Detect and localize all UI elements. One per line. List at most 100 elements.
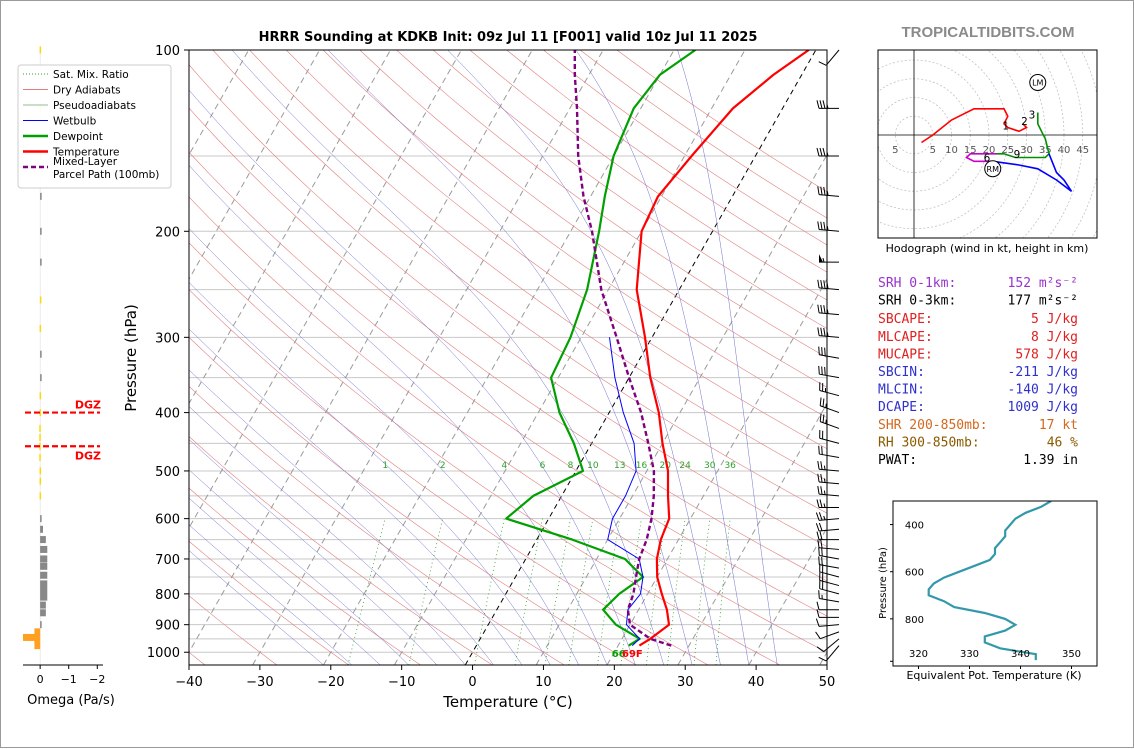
omega-bar [40, 563, 47, 570]
series-dewpoint [506, 50, 695, 646]
wind-barb-full [825, 367, 826, 375]
isotherm [465, 50, 816, 665]
theta-e-y-tick-label: 600 [905, 568, 924, 579]
mixing-ratio-label: 30 [704, 461, 716, 471]
index-label: SRH 0-3km: [878, 294, 956, 309]
wind-barb-full [820, 100, 822, 108]
hodograph-ring-label: 5 [930, 145, 936, 156]
wind-barb-full [816, 619, 819, 627]
wind-barb-staff [820, 391, 839, 396]
omega-bar [40, 594, 47, 601]
wind-barb-half [824, 504, 825, 508]
wind-barb-full [818, 486, 819, 494]
wind-barb-half [827, 226, 828, 230]
wind-barb-half [827, 191, 828, 195]
wind-barb-full [819, 366, 820, 374]
x-tick-label: 20 [606, 675, 623, 690]
omega-tick-label: −2 [89, 673, 105, 686]
mixing-ratio-label: 24 [679, 461, 691, 471]
legend-label: Pseudoadiabats [53, 100, 136, 112]
wind-barb-full [819, 556, 820, 564]
hodograph-ring-label: 5 [892, 145, 898, 156]
watermark: TROPICALTIDBITS.COM [901, 24, 1074, 41]
omega-bar [40, 602, 46, 609]
wind-barb-full [816, 523, 819, 531]
wind-barb-full [821, 474, 822, 482]
y-tick-label: 700 [155, 553, 180, 568]
legend-label: Dewpoint [53, 131, 103, 143]
pseudoadiabat [576, 50, 749, 665]
index-value: 17 kt [1039, 418, 1078, 433]
index-label: MLCAPE: [878, 330, 933, 345]
dry-adiabat [66, 50, 852, 665]
index-value: 1.39 in [1023, 453, 1078, 468]
hodograph-ring-label: 10 [945, 145, 958, 156]
theta-e-y-tick-label: 800 [905, 615, 924, 626]
dry-adiabat [140, 50, 996, 665]
wind-barb-full [817, 500, 819, 508]
index-value: 8 J/kg [1031, 330, 1078, 345]
omega-bar [40, 351, 42, 358]
wind-barb-full [820, 500, 822, 508]
index-value: 1009 J/kg [1008, 400, 1078, 415]
mixing-ratio-label: 1 [382, 461, 388, 471]
omega-bar [40, 467, 42, 474]
dgz-label: DGZ [75, 449, 101, 462]
index-label: RH 300-850mb: [878, 435, 980, 450]
wind-barb-full [818, 540, 819, 548]
wind-barb-full [819, 62, 826, 66]
wind-barb-staff [824, 639, 839, 652]
y-tick-label: 900 [155, 619, 180, 634]
y-tick-label: 100 [155, 44, 180, 59]
omega-bar [40, 47, 42, 54]
dry-adiabat [286, 50, 1134, 665]
dry-adiabat [323, 50, 1134, 665]
wind-barb-full [817, 148, 819, 156]
skew-t-ylabel: Pressure (hPa) [122, 304, 140, 412]
y-tick-label: 1000 [147, 646, 180, 661]
x-tick-label: 50 [819, 675, 836, 690]
wind-barb-full [818, 461, 819, 469]
hodograph-ring-label: 40 [1058, 145, 1071, 156]
wind-barb-staff [820, 632, 839, 639]
mixing-ratio-line [694, 519, 710, 665]
y-tick-label: 200 [155, 225, 180, 240]
wind-barb-full [821, 187, 822, 195]
index-label: SBCIN: [878, 365, 925, 380]
wind-barb-full [819, 590, 820, 598]
storm-motion-label: LM [1032, 79, 1043, 88]
wind-barb-half [827, 332, 828, 336]
omega-bar [39, 454, 41, 461]
index-label: MLCIN: [878, 383, 925, 398]
wind-barb-full [825, 348, 826, 356]
theta-e-ylabel: Pressure (hPa) [878, 547, 889, 619]
omega-bar [40, 546, 47, 553]
theta-e-y-tick-label: 400 [905, 521, 924, 532]
wind-barb-full [823, 100, 825, 108]
hodograph-height-marker: 1 [1002, 121, 1009, 133]
pseudoadiabat [156, 50, 636, 665]
wind-barb-full [823, 148, 825, 156]
mixing-ratio-label: 16 [636, 461, 648, 471]
omega-bar [40, 587, 47, 594]
wind-barb-staff [820, 589, 839, 594]
mixing-ratio-label: 13 [614, 461, 625, 471]
dry-adiabat [103, 50, 924, 665]
wind-barb-full [817, 100, 819, 108]
omega-bar [40, 492, 42, 499]
wind-barb-full [821, 280, 822, 288]
legend-label: Wetbulb [53, 116, 97, 128]
x-tick-label: −40 [175, 675, 202, 690]
wind-barb-full [821, 328, 822, 336]
omega-bar [40, 555, 47, 562]
wind-barb-full [816, 632, 821, 639]
isotherm [253, 50, 604, 665]
index-value: 578 J/kg [1015, 347, 1078, 362]
y-tick-label: 600 [155, 513, 180, 528]
omega-tick-label: 0 [37, 673, 44, 686]
index-value: 46 % [1047, 435, 1078, 450]
wind-barb-full [822, 347, 823, 355]
